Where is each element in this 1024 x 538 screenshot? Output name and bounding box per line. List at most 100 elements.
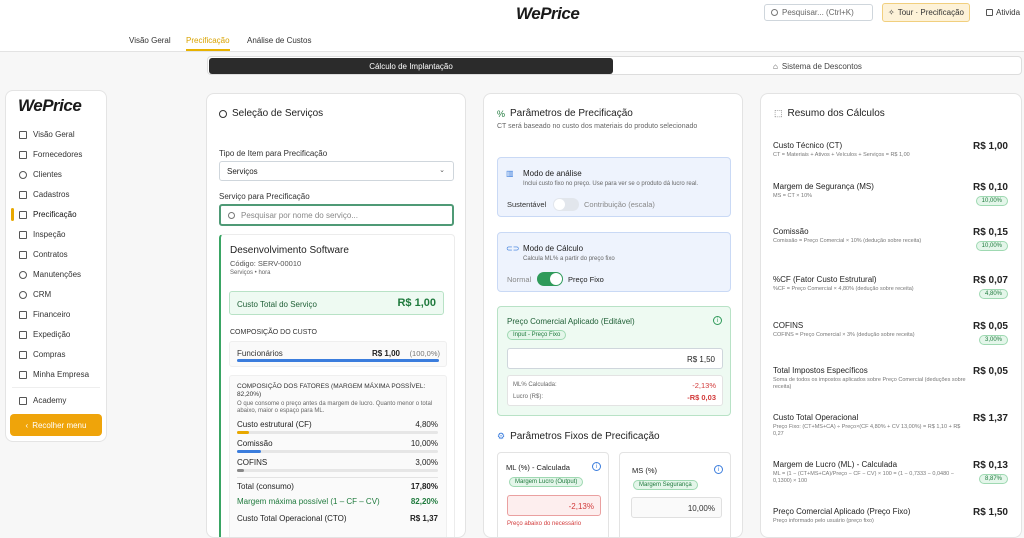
service-label: Serviço para Precificação: [219, 192, 310, 201]
sidebar-item-label: Expedição: [33, 330, 71, 339]
user-icon: [19, 170, 27, 179]
search-box[interactable]: Pesquisar... (Ctrl+K): [764, 4, 873, 21]
collapse-menu-button[interactable]: ‹ Recolher menu: [10, 414, 102, 436]
fixed-params-header: ⚙ Parâmetros Fixos de Precificação: [497, 431, 660, 442]
factor-bar-fill: [237, 469, 245, 472]
sidebar-item-compras[interactable]: Compras: [19, 350, 65, 359]
sidebar-item-fornecedores[interactable]: Fornecedores: [19, 150, 82, 159]
sidebar-item-clientes[interactable]: Clientes: [19, 170, 62, 179]
summary-row-value: R$ 0,07: [972, 275, 1008, 286]
top-bar: WePrice Pesquisar... (Ctrl+K) ✧ Tour · P…: [0, 0, 1024, 27]
summary-header: ⬚ Resumo dos Cálculos: [774, 108, 885, 119]
cto-value: R$ 1,37: [409, 514, 438, 523]
analysis-mode-box: ▥ Modo de análise Inclui custo fixo no p…: [497, 157, 731, 217]
sidebar-item-academy[interactable]: Academy: [19, 396, 66, 405]
ml-box-pill: Margem Lucro (Output): [509, 477, 584, 487]
analysis-toggle[interactable]: [553, 198, 579, 211]
sidebar-item-label: Precificação: [33, 210, 77, 219]
ms-box: MS (%) i Margem Segurança 10,00%: [619, 452, 731, 537]
factor-row: Comissão 10,00%: [237, 439, 438, 455]
info-icon[interactable]: i: [592, 462, 601, 471]
params-header: % Parâmetros de Precificação: [497, 108, 633, 119]
employees-value: R$ 1,00: [371, 349, 400, 358]
applied-price-box: Preço Comercial Aplicado (Editável) i In…: [497, 306, 731, 416]
factors-title: COMPOSIÇÃO DOS FATORES (MARGEM MÁXIMA PO…: [237, 383, 426, 398]
profit-value: -R$ 0,03: [687, 393, 716, 402]
tab-visao-geral[interactable]: Visão Geral: [129, 36, 171, 45]
sidebar-item-label: CRM: [33, 290, 52, 299]
type-value: Serviços: [227, 166, 258, 176]
sidebar-item-label: Contratos: [33, 250, 68, 259]
tab-analise-custos[interactable]: Análise de Custos: [247, 36, 312, 45]
activity-button[interactable]: Ativida: [986, 8, 1020, 17]
segment-calculo-implantacao[interactable]: Cálculo de Implantação: [209, 58, 613, 74]
tab-precificacao[interactable]: Precificação: [186, 36, 230, 51]
segment-sistema-descontos[interactable]: ⌂ Sistema de Descontos: [614, 58, 1021, 74]
tour-button[interactable]: ✧ Tour · Precificação: [882, 3, 970, 22]
search-icon: [771, 9, 778, 16]
info-icon[interactable]: i: [714, 465, 723, 474]
factor-row: Custo estrutural (CF) 4,80%: [237, 420, 438, 436]
applied-title: Preço Comercial Aplicado (Editável): [507, 317, 635, 326]
sidebar-item-crm[interactable]: CRM: [19, 290, 51, 299]
sidebar-item-expedicao[interactable]: Expedição: [19, 330, 70, 339]
sidebar-item-visao-geral[interactable]: Visão Geral: [19, 130, 75, 139]
summary-row-value: R$ 0,13: [972, 460, 1008, 471]
factor-label: COFINS: [237, 458, 268, 467]
sidebar-item-manutencoes[interactable]: Manutenções: [19, 270, 81, 279]
summary-row: Preço Comercial Aplicado (Preço Fixo) Pre…: [773, 507, 1008, 525]
calc-results: ML% Calculada: -2,13% Lucro (R$): -R$ 0,…: [507, 375, 723, 406]
sidebar-item-precificacao[interactable]: Precificação: [19, 210, 77, 219]
clipboard-icon: [19, 230, 27, 239]
factor-label: Comissão: [237, 439, 273, 448]
sidebar-item-financeiro[interactable]: Financeiro: [19, 310, 70, 319]
divider: [12, 387, 100, 388]
summary-row-formula: Preço Fixo: (CT+MS+CA) ÷ Preço×(CF 4,80%…: [773, 424, 961, 437]
summary-row-value: R$ 0,05: [972, 366, 1008, 377]
sidebar-item-label: Compras: [33, 350, 66, 359]
ml-calculated-box: ML (%) - Calculada i Margem Lucro (Outpu…: [497, 452, 609, 537]
sidebar-item-label: Inspeção: [33, 230, 66, 239]
ms-box-title: MS (%): [632, 466, 657, 475]
toggle-icon: ⊂⊃: [506, 244, 520, 253]
info-icon[interactable]: i: [713, 316, 722, 325]
sidebar-logo: WePrice: [18, 96, 82, 115]
params-title: Parâmetros de Precificação: [510, 108, 633, 119]
tag-icon: ⌂: [773, 61, 778, 71]
analysis-left-label: Sustentável: [507, 200, 547, 209]
factor-value: 4,80%: [415, 420, 438, 429]
item-type-select[interactable]: Serviços ⌄: [219, 161, 454, 181]
service-selection-card: Seleção de Serviços Tipo de Item para Pr…: [206, 93, 466, 538]
factors-note: O que consome o preço antes da margem de…: [237, 401, 433, 414]
sidebar-item-cadastros[interactable]: Cadastros: [19, 190, 69, 199]
summary-row-value: R$ 0,10: [972, 182, 1008, 193]
ml-box-warning: Preço abaixo do necessário: [507, 521, 582, 527]
factor-bar-fill: [237, 431, 249, 434]
applied-price-input[interactable]: R$ 1,50: [507, 348, 723, 369]
summary-row: Margem de Segurança (MS) MS = CT × 10% R$ …: [773, 182, 1008, 206]
calc-toggle[interactable]: [537, 272, 563, 286]
box-icon: [19, 330, 27, 339]
summary-row-formula: Preço informado pelo usuário (preço fixo…: [773, 518, 874, 524]
sidebar-item-minha-empresa[interactable]: Minha Empresa: [19, 370, 89, 379]
divider: [237, 477, 438, 478]
sidebar-item-contratos[interactable]: Contratos: [19, 250, 68, 259]
factor-row: COFINS 3,00%: [237, 458, 438, 474]
ml-value-field[interactable]: -2,13%: [507, 495, 601, 516]
sidebar-item-inspecao[interactable]: Inspeção: [19, 230, 65, 239]
applied-value: R$ 1,50: [686, 355, 715, 364]
ml-calc-value: -2,13%: [692, 381, 716, 390]
summary-row-formula: %CF = Preço Comercial × 4,80% (dedução s…: [773, 286, 914, 292]
summary-row-pct: 10,00%: [975, 241, 1008, 251]
toggle-knob: [554, 199, 565, 210]
service-search-input[interactable]: Pesquisar por nome do serviço...: [219, 204, 454, 226]
ms-value-field[interactable]: 10,00%: [631, 497, 722, 518]
app-logo[interactable]: WePrice: [516, 4, 580, 23]
summary-card: ⬚ Resumo dos Cálculos Custo Técnico (CT)…: [760, 93, 1022, 538]
summary-row-title: COFINS: [773, 321, 804, 330]
summary-row-formula: Comissão = Preço Comercial × 10% (deduçã…: [773, 238, 922, 244]
summary-row-value: R$ 1,37: [972, 413, 1008, 424]
summary-row-value: R$ 1,50: [972, 507, 1008, 518]
wrench-icon: [19, 270, 27, 279]
summary-row-title: %CF (Fator Custo Estrutural): [773, 275, 877, 284]
